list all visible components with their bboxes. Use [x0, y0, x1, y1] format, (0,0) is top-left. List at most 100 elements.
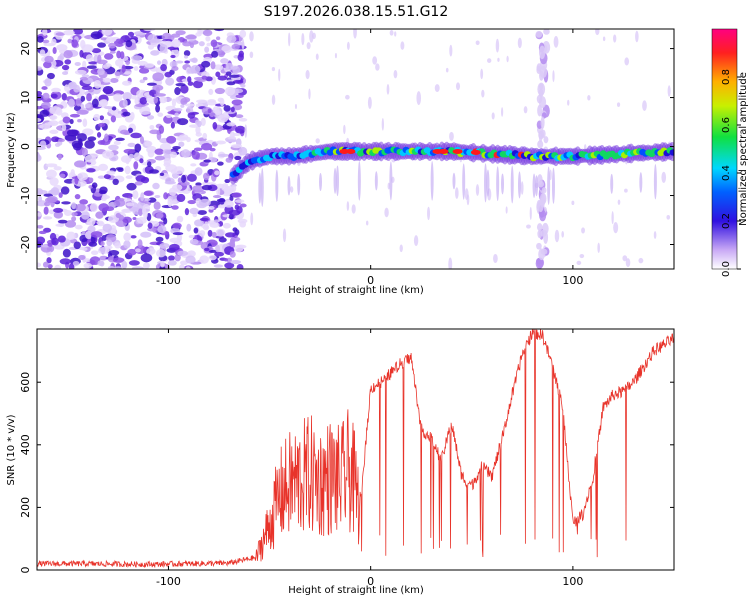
- spectrogram-cell: [63, 29, 75, 36]
- spectrogram-cell: [374, 171, 378, 191]
- spectrogram-cell: [156, 131, 162, 141]
- spectrogram-cell: [76, 133, 88, 142]
- spectrogram-cell: [667, 85, 671, 97]
- spectrogram-cell: [189, 42, 194, 49]
- spectrogram-cell: [131, 266, 144, 269]
- spectrogram-cell: [147, 197, 157, 203]
- spectrogram-cell: [225, 157, 233, 163]
- spectrogram-cell: [234, 244, 244, 253]
- spectrogram-cell: [91, 182, 98, 189]
- spectrogram-cell: [45, 163, 58, 168]
- y-tick-label: 400: [19, 434, 32, 455]
- spectrogram-cell: [132, 190, 139, 200]
- spectrogram-cell: [188, 234, 195, 239]
- spectrogram-cell: [207, 108, 212, 114]
- spectrogram-cell: [127, 142, 136, 148]
- spectrogram-frame: [36, 28, 675, 270]
- spectrogram-cell: [452, 172, 456, 190]
- spectrogram-peak: [470, 149, 481, 155]
- spectrogram-cell: [50, 187, 60, 196]
- x-tick-label: 100: [562, 274, 583, 287]
- y-tick-label: -20: [19, 236, 32, 254]
- spectrogram-cell: [90, 31, 103, 40]
- spectrogram-cell: [217, 114, 229, 123]
- spectrogram-cell: [52, 47, 57, 54]
- spectrogram-cell: [176, 215, 184, 223]
- spectrogram-cell: [123, 240, 131, 249]
- spectrogram-cell: [155, 212, 164, 219]
- spectrogram-cell: [389, 161, 393, 201]
- spectrogram-cell: [42, 261, 49, 268]
- spectrogram-cell: [46, 257, 52, 264]
- spectrogram-cell: [547, 166, 551, 206]
- spectrogram-cell: [58, 192, 63, 198]
- spectrogram-cell: [42, 92, 50, 100]
- spectrogram-cell: [537, 180, 544, 188]
- spectrogram-cell: [37, 106, 44, 110]
- spectrogram-cell: [86, 168, 96, 173]
- spectrogram-cell: [175, 60, 184, 64]
- spectrogram-cell: [434, 84, 440, 93]
- spectrogram-cell: [96, 59, 108, 65]
- spectrogram-cell: [99, 255, 108, 261]
- spectrogram-cell: [81, 74, 90, 78]
- spectrogram-cell: [114, 71, 121, 76]
- spectrogram-cell: [206, 42, 211, 47]
- spectrogram-cell: [157, 225, 167, 234]
- spectrogram-cell: [228, 209, 241, 216]
- spectrogram-cell: [107, 266, 115, 269]
- spectrogram-cell: [175, 30, 186, 36]
- spectrogram-cell: [159, 96, 168, 104]
- snr-x-ticks: -100 0 100: [156, 329, 583, 588]
- spectrogram-cell: [275, 169, 279, 202]
- x-tick-label: -100: [156, 575, 181, 588]
- spectrogram-cell: [38, 196, 43, 203]
- spectrogram-cell: [185, 103, 196, 107]
- spectrogram-cell: [88, 61, 98, 65]
- spectrogram-cell: [537, 229, 543, 239]
- snr-series-line: [37, 329, 674, 569]
- spectrogram-cell: [230, 259, 242, 265]
- spectrogram-cell: [37, 262, 42, 268]
- spectrogram-cell: [149, 124, 155, 130]
- spectrogram-cell: [669, 149, 674, 156]
- spectrogram-cell: [475, 184, 480, 196]
- spectrogram-cell: [201, 75, 208, 80]
- spectrogram-cell: [202, 132, 208, 140]
- spectrogram-cell: [143, 190, 153, 196]
- spectrogram-cell: [183, 55, 189, 59]
- spectrogram-cell: [613, 222, 619, 234]
- spectrogram-cell: [97, 260, 104, 266]
- spectrogram-cell: [232, 227, 238, 232]
- spectrogram-cell: [625, 258, 631, 268]
- spectrogram-cell: [122, 99, 128, 108]
- spectrogram-cell: [536, 223, 543, 232]
- spectrogram-cell: [88, 241, 98, 247]
- spectrogram-cell: [234, 155, 242, 161]
- spectrogram-cell: [57, 235, 66, 243]
- spectrogram-cell: [104, 133, 109, 142]
- spectrogram-cell: [186, 223, 192, 232]
- spectrogram-cell: [150, 50, 160, 56]
- spectrogram-cell: [537, 140, 544, 149]
- spectrogram-cell: [171, 65, 179, 72]
- spectrogram-cell: [493, 253, 498, 264]
- spectrogram-cell: [225, 139, 237, 143]
- spectrogram-cell: [138, 208, 143, 217]
- spectrogram-cell: [153, 96, 158, 104]
- spectrogram-cell: [82, 247, 88, 251]
- spectrogram-cell: [156, 60, 162, 65]
- spectrogram-cell: [59, 173, 66, 179]
- spectrogram-cell: [166, 114, 172, 118]
- spectrogram-cell: [141, 111, 151, 115]
- spectrogram-cell: [147, 149, 155, 158]
- spectrogram-peak: [452, 148, 463, 154]
- spectrogram-cell: [147, 44, 155, 50]
- spectrogram-cell: [537, 104, 543, 117]
- spectrogram-cell: [602, 36, 606, 42]
- spectrogram-cell: [501, 173, 505, 195]
- spectrogram-cell: [201, 142, 213, 151]
- spectrogram-cell: [84, 103, 91, 109]
- spectrogram-cell: [518, 171, 522, 199]
- spectrogram-cell: [46, 169, 57, 179]
